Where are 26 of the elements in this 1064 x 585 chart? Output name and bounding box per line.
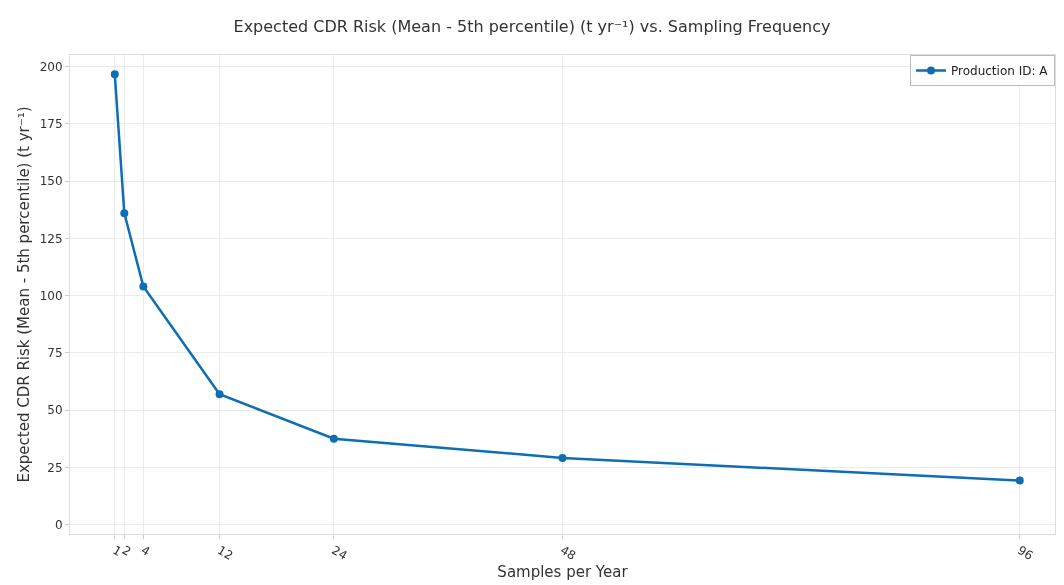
x-tick-label: 2 bbox=[119, 543, 134, 560]
point bbox=[215, 390, 224, 399]
y-tick-label: 100 bbox=[39, 288, 63, 303]
y-tick-label: 25 bbox=[47, 460, 63, 475]
chart-title: Expected CDR Risk (Mean - 5th percentile) (t yr⁻¹) vs. Sampling Frequency bbox=[233, 16, 831, 36]
x-tick-label: 96 bbox=[1015, 543, 1036, 563]
point bbox=[120, 209, 129, 218]
y-tick-label: 150 bbox=[39, 174, 63, 189]
y-tick-label: 0 bbox=[54, 518, 63, 533]
y-tick-label: 125 bbox=[39, 231, 63, 246]
point bbox=[329, 434, 338, 443]
x-tick-label: 4 bbox=[138, 543, 153, 560]
point bbox=[139, 282, 148, 291]
y-axis-title: Expected CDR Risk (Mean - 5th percentile) (t yr⁻¹) bbox=[14, 106, 33, 483]
point bbox=[558, 453, 567, 462]
x-tick-label: 24 bbox=[329, 543, 350, 563]
y-tick-label: 50 bbox=[47, 403, 63, 418]
x-axis-title: Samples per Year bbox=[497, 562, 629, 581]
x-tick-label: 12 bbox=[215, 543, 236, 563]
y-tick-label: 175 bbox=[39, 116, 63, 131]
point bbox=[1015, 476, 1024, 485]
y-tick-label: 200 bbox=[39, 59, 63, 74]
point bbox=[110, 70, 119, 79]
x-tick-label: 48 bbox=[558, 543, 579, 563]
legend-label: Production ID: A bbox=[951, 64, 1049, 79]
y-tick-label: 75 bbox=[47, 346, 63, 361]
